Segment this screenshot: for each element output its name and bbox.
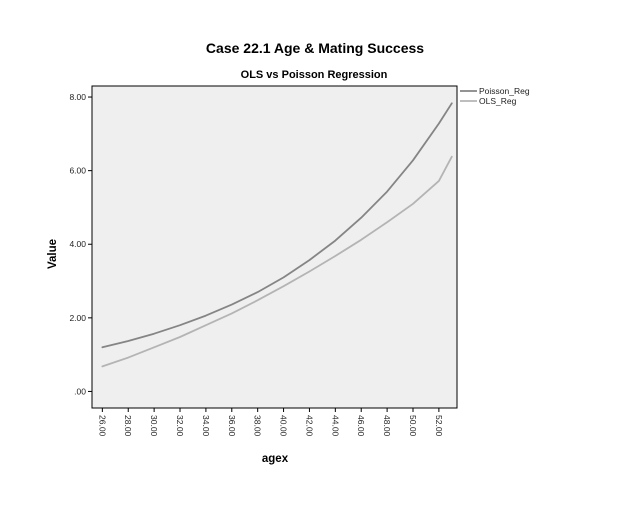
chart-subtitle: OLS vs Poisson Regression (241, 69, 388, 81)
plot-area (91, 85, 458, 409)
legend-label: OLS_Reg (479, 96, 517, 106)
x-tick-label: 38.00 (253, 415, 263, 437)
x-tick-label: 28.00 (123, 415, 133, 437)
x-axis-label: agex (262, 453, 289, 465)
y-tick-label: 4.00 (69, 239, 86, 249)
x-tick-label: 26.00 (97, 415, 107, 437)
y-tick-label: .00 (74, 386, 86, 396)
x-tick-label: 44.00 (330, 415, 340, 437)
x-tick-label: 48.00 (382, 415, 392, 437)
x-tick-label: 40.00 (279, 415, 289, 437)
y-tick-label: 6.00 (69, 166, 86, 176)
x-axis: 26.00 28.00 30.00 32.00 34.00 36.00 38.00 40.00… (97, 408, 444, 437)
y-tick-label: 2.00 (69, 313, 86, 323)
x-tick-label: 34.00 (201, 415, 211, 437)
x-tick-label: 52.00 (434, 415, 444, 437)
y-axis-label: Value (47, 239, 59, 269)
y-tick-label: 8.00 (69, 92, 86, 102)
y-axis: .00 2.00 4.00 6.00 8.00 (69, 92, 92, 396)
series-line-ols-reg (101, 155, 453, 368)
x-tick-label: 30.00 (149, 415, 159, 437)
legend-label: Poisson_Reg (479, 86, 530, 96)
x-tick-label: 50.00 (408, 415, 418, 437)
chart-title: Case 22.1 Age & Mating Success (206, 40, 424, 56)
series-line-poisson-reg (101, 102, 453, 349)
x-tick-label: 46.00 (356, 415, 366, 437)
x-tick-label: 42.00 (304, 415, 314, 437)
x-tick-label: 36.00 (227, 415, 237, 437)
x-tick-label: 32.00 (175, 415, 185, 437)
series-layer (101, 102, 453, 368)
